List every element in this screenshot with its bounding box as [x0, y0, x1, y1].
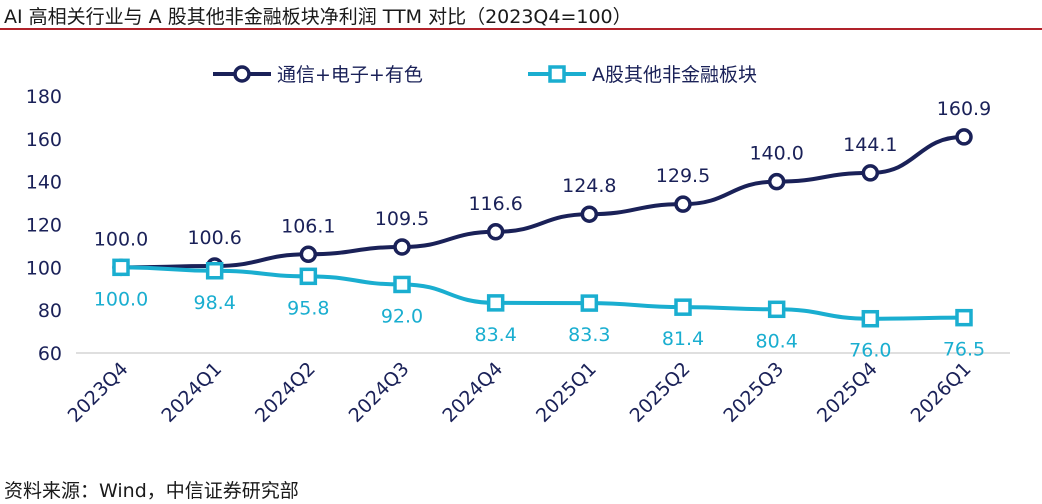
data-labels: 100.0 100.6 106.1 109.5 116.6 124.8 129.5 140.0…	[94, 98, 991, 362]
y-tick-label: 120	[26, 215, 62, 237]
data-label: 92.0	[381, 305, 423, 327]
data-label: 124.8	[562, 175, 616, 197]
data-point	[205, 262, 224, 280]
x-axis: 2023Q4 2024Q1 2024Q2 2024Q3 2024Q4 2025Q1 2025…	[64, 352, 1010, 427]
data-label: 160.9	[937, 98, 991, 120]
y-tick-label: 180	[26, 86, 62, 108]
x-tick-label: 2026Q1	[907, 358, 976, 427]
data-label: 140.0	[749, 143, 803, 165]
data-label: 76.0	[849, 340, 891, 362]
data-label: 129.5	[656, 165, 710, 187]
title-divider	[0, 28, 1042, 30]
x-tick-label: 2025Q2	[626, 358, 695, 427]
data-label: 109.5	[375, 208, 429, 230]
series-line	[120, 265, 965, 321]
y-axis: 60 80 100 120 140 160 180	[26, 86, 62, 365]
legend-label: 通信+电子+有色	[277, 64, 423, 86]
chart-title: AI 高相关行业与 A 股其他非金融板块净利润 TTM 对比（2023Q4=10…	[4, 6, 632, 28]
data-label: 76.5	[943, 339, 985, 361]
data-point	[955, 128, 973, 146]
data-point	[580, 205, 599, 223]
data-point	[674, 195, 692, 213]
data-label: 81.4	[662, 328, 704, 350]
x-tick-label: 2024Q4	[438, 358, 507, 427]
y-tick-label: 60	[38, 343, 62, 365]
data-label: 100.0	[94, 288, 148, 310]
data-point	[112, 258, 130, 277]
data-label: 100.6	[187, 227, 241, 249]
legend-marker	[548, 65, 566, 83]
x-tick-label: 2025Q1	[532, 358, 601, 427]
data-label: 98.4	[194, 292, 236, 314]
data-label: 83.4	[475, 324, 517, 346]
data-point	[299, 245, 318, 264]
x-tick-label: 2024Q3	[345, 358, 414, 427]
y-tick-label: 100	[26, 257, 62, 279]
x-tick-label: 2025Q3	[719, 358, 788, 427]
series-group	[112, 128, 973, 328]
y-tick-label: 140	[26, 172, 62, 194]
data-label: 144.1	[843, 134, 897, 156]
x-tick-label: 2024Q1	[157, 358, 226, 427]
data-point	[767, 300, 786, 319]
data-label: 80.4	[756, 330, 798, 352]
data-point	[861, 164, 880, 182]
x-tick-label: 2025Q4	[813, 358, 882, 427]
data-point	[486, 223, 505, 241]
data-point	[861, 309, 880, 328]
series-line	[120, 134, 965, 270]
data-point	[299, 267, 318, 286]
y-tick-label: 160	[26, 129, 62, 151]
data-label: 83.3	[568, 324, 610, 346]
data-point	[674, 298, 692, 316]
data-point	[486, 294, 505, 312]
data-point	[767, 172, 786, 191]
x-tick-label: 2023Q4	[64, 358, 133, 427]
data-label: 95.8	[287, 297, 329, 319]
data-label: 100.0	[94, 228, 148, 250]
source-note: 资料来源：Wind，中信证券研究部	[4, 480, 299, 502]
data-label: 106.1	[281, 215, 335, 237]
data-label: 116.6	[468, 193, 522, 215]
legend: 通信+电子+有色 A股其他非金融板块	[213, 64, 757, 86]
data-point	[955, 308, 973, 327]
legend-marker	[233, 65, 251, 83]
data-point	[393, 238, 411, 256]
legend-label: A股其他非金融板块	[592, 64, 757, 86]
x-tick-label: 2024Q2	[251, 358, 320, 427]
y-tick-label: 80	[38, 300, 62, 322]
data-point	[580, 294, 599, 312]
data-point	[393, 275, 411, 294]
